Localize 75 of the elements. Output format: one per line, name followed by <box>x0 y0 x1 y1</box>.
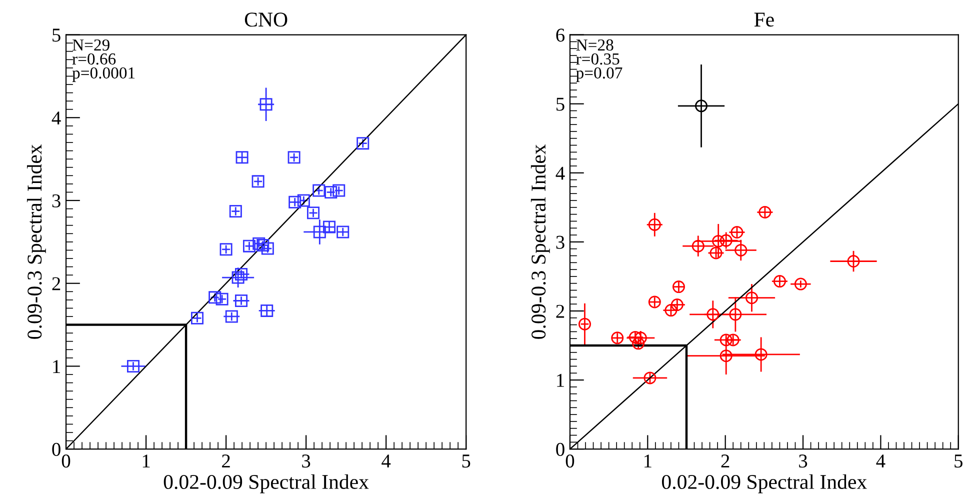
chart-title: CNO <box>244 12 288 27</box>
annotation: N=29 <box>72 39 110 51</box>
point <box>356 137 370 150</box>
point <box>634 332 647 344</box>
point <box>307 206 320 220</box>
point <box>288 151 300 164</box>
point <box>225 310 238 323</box>
y-tick-label: 1 <box>557 374 564 387</box>
y-tick-label: 4 <box>556 166 565 180</box>
point <box>235 294 248 307</box>
annotation: r=0.35 <box>576 53 620 65</box>
point <box>611 332 624 344</box>
point <box>126 360 140 372</box>
y-axis-title: 0.09-0.3 Spectral Index <box>530 144 550 339</box>
point <box>578 318 591 330</box>
point <box>232 271 244 284</box>
y-tick-label: 3 <box>556 236 564 249</box>
point <box>260 304 274 317</box>
point <box>712 234 725 248</box>
point <box>236 151 248 164</box>
x-tick-label: 5 <box>462 454 470 468</box>
point <box>695 100 708 112</box>
y-tick-label: 5 <box>556 98 564 111</box>
y-tick-label: 1 <box>53 360 60 373</box>
point <box>758 206 772 218</box>
point <box>692 240 704 252</box>
point <box>720 350 732 362</box>
x-tick-label: 2 <box>222 454 230 468</box>
x-tick-label: 2 <box>721 454 730 468</box>
y-tick-label: 6 <box>556 28 565 42</box>
x-tick-label: 1 <box>142 454 150 468</box>
point <box>847 255 860 268</box>
point <box>313 226 326 238</box>
y-tick-label: 5 <box>52 28 60 42</box>
point <box>706 308 720 321</box>
point <box>260 98 272 111</box>
y-tick-label: 2 <box>556 304 564 318</box>
x-tick-label: 4 <box>876 454 886 468</box>
y-tick-label: 0 <box>52 442 60 456</box>
y-tick-label: 4 <box>52 112 61 124</box>
point <box>773 275 786 288</box>
point <box>190 312 204 324</box>
point <box>235 268 248 280</box>
point <box>729 308 742 321</box>
point <box>220 243 232 256</box>
x-axis-title: 0.02-0.09 Spectral Index <box>164 474 369 494</box>
point <box>323 220 336 234</box>
point <box>734 244 748 256</box>
x-tick-label: 5 <box>954 454 962 468</box>
point <box>648 296 661 308</box>
x-axis-title: 0.02-0.09 Spectral Index <box>662 474 867 494</box>
x-tick-label: 3 <box>799 454 808 468</box>
x-tick-label: 1 <box>644 454 652 468</box>
point <box>672 280 685 294</box>
annotation: N=28 <box>576 39 614 51</box>
y-tick-label: 2 <box>52 277 60 290</box>
point <box>644 372 656 384</box>
x-tick-label: 4 <box>382 454 391 468</box>
y-tick-label: 3 <box>52 194 60 208</box>
point <box>252 175 264 188</box>
y-axis-title: 0.09-0.3 Spectral Index <box>26 144 46 339</box>
y-tick-label: 0 <box>556 442 564 456</box>
point <box>746 292 758 304</box>
point <box>312 184 326 197</box>
point <box>754 348 768 361</box>
x-tick-label: 3 <box>302 454 310 468</box>
point <box>648 218 661 231</box>
annotation: p=0.0001 <box>72 67 135 82</box>
annotation: p=0.07 <box>576 67 622 82</box>
x-tick-label: 0 <box>566 454 574 468</box>
annotation: r=0.66 <box>72 53 116 65</box>
point <box>794 278 807 290</box>
point <box>229 205 242 218</box>
chart-title: Fe <box>754 12 774 27</box>
x-tick-label: 0 <box>62 454 70 468</box>
